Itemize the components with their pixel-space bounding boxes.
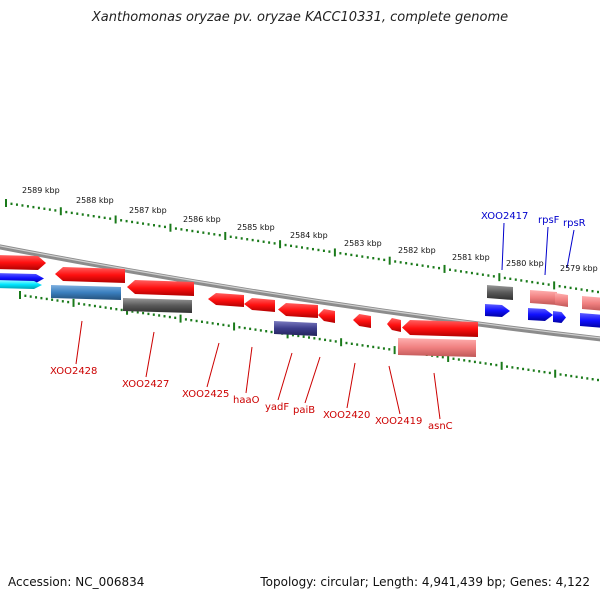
gene-label[interactable]: XOO2420 bbox=[323, 410, 370, 421]
gene-arrow[interactable] bbox=[278, 303, 318, 318]
gene-label[interactable]: XOO2428 bbox=[50, 366, 97, 377]
genome-backbone-highlight bbox=[0, 245, 600, 339]
gene-block[interactable] bbox=[274, 321, 317, 336]
label-leader-line bbox=[433, 372, 441, 420]
gene-label[interactable]: paiB bbox=[293, 405, 315, 416]
gene-block[interactable] bbox=[398, 338, 476, 357]
gene-arrow[interactable] bbox=[353, 314, 371, 328]
label-leader-line bbox=[346, 362, 356, 409]
gene-arrow[interactable] bbox=[0, 255, 46, 270]
gene-labels: XOO2428 XOO2427 XOO2425 haaO yadF paiB XOO2420… bbox=[50, 211, 586, 432]
label-leader-line bbox=[501, 222, 505, 271]
gene-label[interactable]: yadF bbox=[265, 402, 289, 413]
gene-block[interactable] bbox=[582, 296, 600, 311]
scale-label: 2580 kbp bbox=[506, 259, 544, 268]
label-leader-line bbox=[566, 229, 575, 269]
genome-backbone bbox=[0, 244, 600, 342]
gene-arrow[interactable] bbox=[208, 293, 244, 307]
label-leader-line bbox=[304, 356, 321, 404]
scale-label: 2587 kbp bbox=[129, 206, 167, 215]
gene-arrow[interactable] bbox=[528, 308, 553, 321]
label-leader-line bbox=[388, 365, 401, 415]
gene-label[interactable]: XOO2425 bbox=[182, 389, 229, 400]
scale-label: 2588 kbp bbox=[76, 196, 114, 205]
label-leader-line bbox=[145, 331, 155, 378]
gene-block[interactable] bbox=[123, 298, 192, 313]
gene-label[interactable]: rpsR bbox=[563, 218, 586, 229]
gene-block[interactable] bbox=[580, 313, 600, 328]
label-leader-lines bbox=[75, 222, 575, 420]
gene-arrow[interactable] bbox=[318, 309, 335, 323]
scale-labels: 2589 kbp 2588 kbp 2587 kbp 2586 kbp 2585 kbp… bbox=[22, 186, 598, 273]
gene-label[interactable]: XOO2417 bbox=[481, 211, 528, 222]
scale-label: 2585 kbp bbox=[237, 223, 275, 232]
genome-title: Xanthomonas oryzae pv. oryzae KACC10331,… bbox=[91, 10, 509, 25]
scale-label: 2579 kbp bbox=[560, 264, 598, 273]
scale-label: 2589 kbp bbox=[22, 186, 60, 195]
label-leader-line bbox=[544, 226, 549, 276]
scale-label: 2586 kbp bbox=[183, 215, 221, 224]
gene-arrow[interactable] bbox=[244, 298, 275, 312]
gene-label[interactable]: rpsF bbox=[538, 215, 560, 226]
gene-arrow[interactable] bbox=[402, 320, 478, 337]
scale-label: 2583 kbp bbox=[344, 239, 382, 248]
gene-arrow[interactable] bbox=[553, 311, 566, 323]
gene-label[interactable]: asnC bbox=[428, 421, 453, 432]
scale-label: 2581 kbp bbox=[452, 253, 490, 262]
label-leader-line bbox=[75, 320, 83, 365]
label-leader-line bbox=[245, 346, 253, 394]
label-leader-line bbox=[206, 342, 220, 388]
gene-arrow[interactable] bbox=[55, 267, 125, 283]
gene-block[interactable] bbox=[530, 290, 557, 305]
gene-arrow[interactable] bbox=[0, 280, 42, 289]
label-leader-line bbox=[277, 352, 293, 401]
gene-arrow[interactable] bbox=[387, 318, 401, 332]
gene-features bbox=[0, 255, 600, 357]
genome-summary: Topology: circular; Length: 4,941,439 bp… bbox=[260, 575, 590, 589]
gene-arrow[interactable] bbox=[485, 304, 510, 317]
inner-tick-track bbox=[19, 291, 599, 382]
gene-block[interactable] bbox=[487, 285, 513, 300]
scale-label: 2582 kbp bbox=[398, 246, 436, 255]
gene-arrow[interactable] bbox=[127, 280, 194, 296]
accession-label: Accession: NC_006834 bbox=[8, 575, 145, 589]
gene-label[interactable]: XOO2427 bbox=[122, 379, 169, 390]
scale-label: 2584 kbp bbox=[290, 231, 328, 240]
gene-block[interactable] bbox=[51, 285, 121, 300]
outer-tick-track bbox=[5, 199, 599, 294]
gene-label[interactable]: haaO bbox=[233, 395, 260, 406]
gene-label[interactable]: XOO2419 bbox=[375, 416, 422, 427]
gene-block[interactable] bbox=[555, 293, 568, 307]
